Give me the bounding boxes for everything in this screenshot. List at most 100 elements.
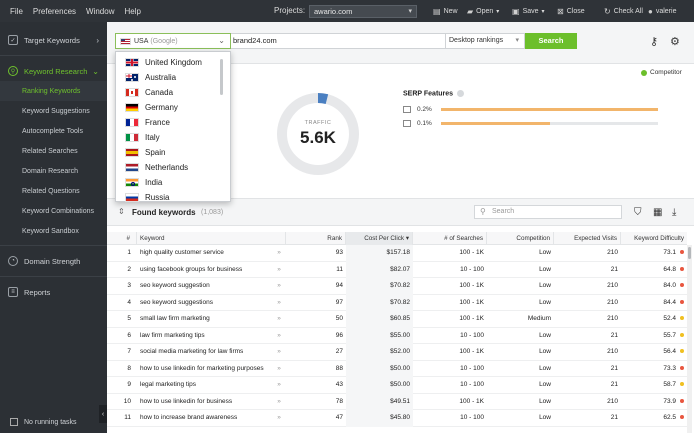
country-option[interactable]: United Kingdom (116, 55, 230, 70)
expand-arrows-icon[interactable]: » (277, 397, 281, 405)
table-row[interactable]: 5 small law firm marketing » 50 $60.85 100 - … (107, 311, 687, 328)
country-option[interactable]: Germany (116, 100, 230, 115)
kd-indicator-dot (680, 382, 684, 387)
sidebar-item-autocomplete-tools[interactable]: Autocomplete Tools (22, 127, 83, 135)
open-button[interactable]: ▰ Open ▾ (467, 7, 499, 16)
country-option[interactable]: Italy (116, 130, 230, 145)
search-button[interactable]: Search (525, 33, 577, 49)
country-option[interactable]: Netherlands (116, 160, 230, 175)
found-keywords-header: ⇕ Found keywords (1,083) ⚲ Search ⛉ ▦ ⤓ (107, 198, 694, 226)
flag-uk-icon (125, 58, 139, 67)
expand-arrows-icon[interactable]: » (277, 414, 281, 421)
expand-arrows-icon[interactable]: » (277, 249, 281, 256)
project-select[interactable]: awario.com ▾ (309, 5, 417, 18)
country-option[interactable]: India (116, 175, 230, 190)
sidebar-item-related-searches[interactable]: Related Searches (22, 147, 78, 155)
col-competition[interactable]: Competition (487, 232, 554, 245)
us-flag-icon (120, 37, 131, 45)
country-option[interactable]: Australia (116, 70, 230, 85)
expand-arrows-icon[interactable]: » (277, 282, 281, 289)
country-option[interactable]: Russia (116, 190, 230, 205)
table-row[interactable]: 8 how to use linkedin for marketing purpo… (107, 360, 687, 377)
chevron-down-icon: ⌄ (218, 36, 225, 45)
save-button[interactable]: ▣ Save ▾ (512, 7, 545, 16)
menu-help[interactable]: Help (124, 6, 141, 16)
expand-arrows-icon[interactable]: » (277, 348, 281, 355)
table-row[interactable]: 3 seo keyword suggestion » 94 $70.82 100 - 1K… (107, 278, 687, 295)
table-row[interactable]: 7 social media marketing for law firms » 27… (107, 344, 687, 361)
table-row[interactable]: 6 law firm marketing tips » 96 $55.00 10 - 10… (107, 327, 687, 344)
flag-in-icon (125, 178, 139, 187)
sidebar-divider (0, 55, 107, 56)
expand-arrows-icon[interactable]: » (277, 381, 281, 388)
cell-searches: 10 - 100 (460, 414, 484, 421)
sort-toggle-icon[interactable]: ⇕ (118, 207, 125, 216)
expand-arrows-icon[interactable]: » (277, 331, 281, 339)
new-button[interactable]: ▤ New (433, 7, 458, 16)
cell-num: 2 (127, 265, 131, 273)
check-all-button[interactable]: ↻ Check All (604, 7, 643, 16)
user-menu[interactable]: ● valerie (648, 7, 676, 16)
cell-keyword: how to use linkedin for marketing purpos… (140, 364, 264, 372)
country-option-label: Canada (145, 88, 174, 97)
sidebar-item-domain-research[interactable]: Domain Research (22, 167, 79, 175)
table-row[interactable]: 9 legal marketing tips » 43 $50.00 10 - 100 Lo… (107, 377, 687, 394)
sidebar-item-keyword-combinations[interactable]: Keyword Combinations (22, 207, 94, 215)
sidebar-item-keyword-suggestions[interactable]: Keyword Suggestions (22, 107, 90, 115)
col-num[interactable]: # (107, 232, 137, 245)
menu-preferences[interactable]: Preferences (32, 6, 77, 16)
domain-input[interactable]: brand24.com (231, 33, 446, 49)
download-icon[interactable]: ⤓ (672, 207, 677, 218)
col-kd[interactable]: Keyword Difficulty (634, 235, 684, 242)
scrollbar-thumb[interactable] (688, 247, 691, 259)
table-row[interactable]: 11 how to increase brand awareness » 47 $45.… (107, 410, 687, 427)
col-keyword[interactable]: Keyword (137, 232, 286, 245)
sidebar-item-domain-strength[interactable]: ◔ Domain Strength (0, 251, 107, 271)
sidebar-item-reports[interactable]: ≡ Reports (0, 282, 107, 302)
expand-arrows-icon[interactable]: » (277, 298, 281, 306)
sidebar-item-target-keywords[interactable]: ✓ Target Keywords › (0, 30, 107, 50)
expand-arrows-icon[interactable]: » (277, 315, 281, 322)
table-row[interactable]: 4 seo keyword suggestions » 97 $70.82 100 - 1… (107, 294, 687, 311)
task-status[interactable]: No running tasks (0, 411, 107, 433)
gear-icon[interactable]: ⚙ (670, 36, 680, 48)
serp-row: 0.1% (403, 118, 432, 128)
key-icon[interactable]: ⚷ (650, 36, 659, 48)
menu-window[interactable]: Window (86, 6, 115, 16)
col-cpc[interactable]: Cost Per Click ▾ (346, 232, 413, 245)
sidebar-item-ranking-keywords[interactable]: Ranking Keywords (0, 81, 107, 101)
menu-file[interactable]: File (10, 6, 23, 16)
country-option-label: Russia (145, 193, 170, 202)
country-option[interactable]: Canada (116, 85, 230, 100)
sidebar-item-keyword-research[interactable]: ⚲ Keyword Research ⌄ (0, 61, 107, 81)
sidebar-collapse-button[interactable]: ‹ (99, 405, 107, 423)
cell-searches: 10 - 100 (460, 381, 484, 388)
sidebar-item-keyword-sandbox[interactable]: Keyword Sandbox (22, 227, 79, 235)
cell-cpc: $50.00 (346, 377, 413, 394)
col-visits[interactable]: Expected Visits (554, 232, 621, 245)
keyword-search-input[interactable]: ⚲ Search (474, 205, 622, 219)
sidebar-item-related-questions[interactable]: Related Questions (22, 187, 80, 195)
table-row[interactable]: 10 how to use linkedin for business » 78 $49… (107, 393, 687, 410)
table-row[interactable]: 2 using facebook groups for business » 11 $8… (107, 261, 687, 278)
close-button[interactable]: ⊠ Close (557, 7, 585, 16)
country-option[interactable]: France (116, 115, 230, 130)
columns-icon[interactable]: ▦ (653, 207, 663, 218)
table-scrollbar[interactable] (687, 245, 692, 433)
col-rank[interactable]: Rank (286, 232, 346, 245)
country-select[interactable]: USA (Google) ⌄ (115, 33, 231, 49)
dropdown-scrollbar[interactable] (220, 59, 223, 95)
competitor-toggle[interactable]: Competitor (641, 69, 682, 76)
cell-visits: 21 (610, 381, 618, 388)
table-row[interactable]: 1 high quality customer service » 93 $157.18… (107, 245, 687, 262)
cell-visits: 210 (607, 315, 618, 322)
help-icon[interactable] (457, 90, 465, 97)
expand-arrows-icon[interactable]: » (277, 364, 281, 372)
project-select-value: awario.com (314, 7, 353, 16)
cell-visits: 210 (607, 298, 618, 306)
col-searches[interactable]: # of Searches (413, 232, 487, 245)
rankings-mode-select[interactable]: Desktop rankings ▾ (445, 33, 525, 49)
filter-icon[interactable]: ⛉ (634, 207, 642, 218)
country-option[interactable]: Spain (116, 145, 230, 160)
expand-arrows-icon[interactable]: » (277, 265, 281, 273)
